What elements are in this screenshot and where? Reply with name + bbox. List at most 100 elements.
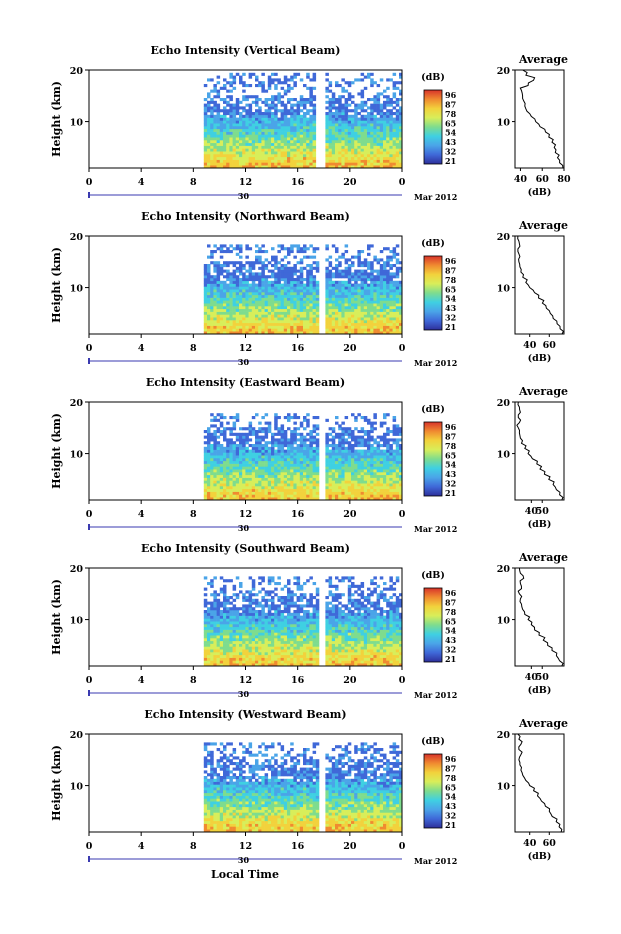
- heatmap-cell: [281, 489, 285, 492]
- heatmap-cell: [313, 441, 317, 444]
- heatmap-cell: [204, 483, 208, 486]
- heatmap-cell: [364, 298, 368, 301]
- heatmap-cell: [255, 115, 259, 118]
- heatmap-cell: [293, 309, 297, 312]
- heatmap-cell: [389, 284, 393, 287]
- heatmap-cell: [389, 475, 393, 478]
- heatmap-cell: [338, 312, 342, 315]
- heatmap-cell: [309, 328, 313, 331]
- heatmap-cell: [220, 588, 224, 591]
- heatmap-cell: [373, 461, 377, 464]
- heatmap-cell: [265, 478, 269, 481]
- heatmap-cell: [335, 295, 339, 298]
- heatmap-cell: [226, 461, 230, 464]
- heatmap-cell: [213, 309, 217, 312]
- heatmap-cell: [380, 317, 384, 320]
- heatmap-cell: [258, 281, 262, 284]
- heatmap-cell: [265, 151, 269, 154]
- heatmap-cell: [357, 143, 361, 146]
- heatmap-cell: [242, 298, 246, 301]
- heatmap-cell: [271, 247, 275, 250]
- heatmap-cell: [284, 129, 288, 132]
- heatmap-cell: [223, 112, 227, 115]
- heatmap-cell: [380, 461, 384, 464]
- heatmap-cell: [210, 627, 214, 630]
- heatmap-cell: [229, 300, 233, 303]
- heatmap-cell: [386, 157, 390, 160]
- heatmap-cell: [284, 247, 288, 250]
- heatmap-cell: [345, 486, 349, 489]
- heatmap-cell: [364, 317, 368, 320]
- heatmap-cell: [255, 312, 259, 315]
- heatmap-cell: [255, 492, 259, 495]
- heatmap-cell: [354, 106, 358, 109]
- heatmap-cell: [325, 258, 329, 261]
- heatmap-cell: [281, 258, 285, 261]
- heatmap-cell: [290, 143, 294, 146]
- heatmap-cell: [233, 492, 237, 495]
- heatmap-cell: [325, 137, 329, 140]
- heatmap-cell: [223, 87, 227, 90]
- heatmap-cell: [249, 326, 253, 329]
- heatmap-cell: [226, 444, 230, 447]
- heatmap-cell: [364, 469, 368, 472]
- heatmap-cell: [313, 483, 317, 486]
- heatmap-cell: [207, 655, 211, 658]
- x-tick-label: 12: [239, 509, 252, 520]
- heatmap-cell: [223, 655, 227, 658]
- heatmap-cell: [316, 483, 320, 486]
- heatmap-cell: [249, 270, 253, 273]
- heatmap-cell: [313, 143, 317, 146]
- heatmap-cell: [345, 123, 349, 126]
- heatmap-cell: [217, 627, 221, 630]
- heatmap-cell: [242, 95, 246, 98]
- heatmap-cell: [306, 132, 310, 135]
- heatmap-cell: [297, 483, 301, 486]
- heatmap-cell: [210, 613, 214, 616]
- heatmap-cell: [290, 134, 294, 137]
- heatmap-cell: [217, 129, 221, 132]
- heatmap-cell: [213, 464, 217, 467]
- heatmap-cell: [383, 140, 387, 143]
- heatmap-cell: [290, 78, 294, 81]
- heatmap-cell: [393, 281, 397, 284]
- heatmap-cell: [236, 295, 240, 298]
- heatmap-cell: [217, 593, 221, 596]
- heatmap-cell: [306, 120, 310, 123]
- heatmap-cell: [252, 120, 256, 123]
- heatmap-cell: [245, 286, 249, 289]
- heatmap-cell: [297, 162, 301, 165]
- heatmap-cell: [217, 275, 221, 278]
- heatmap-cell: [313, 486, 317, 489]
- heatmap-cell: [204, 126, 208, 129]
- heatmap-cell: [233, 81, 237, 84]
- heatmap-cell: [393, 328, 397, 331]
- heatmap-cell: [338, 129, 342, 132]
- heatmap-cell: [255, 284, 259, 287]
- heatmap-cell: [220, 151, 224, 154]
- heatmap-cell: [383, 480, 387, 483]
- heatmap-cell: [277, 118, 281, 121]
- heatmap-cell: [210, 101, 214, 104]
- heatmap-cell: [396, 115, 400, 118]
- heatmap-cell: [303, 317, 307, 320]
- heatmap-cell: [290, 441, 294, 444]
- heatmap-cell: [380, 264, 384, 267]
- heatmap-cell: [367, 326, 371, 329]
- heatmap-cell: [261, 264, 265, 267]
- heatmap-cell: [268, 447, 272, 450]
- heatmap-cell: [357, 300, 361, 303]
- heatmap-cell: [223, 599, 227, 602]
- heatmap-cell: [239, 78, 243, 81]
- heatmap-cell: [255, 143, 259, 146]
- heatmap-cell: [258, 267, 262, 270]
- heatmap-cell: [329, 90, 333, 93]
- heatmap-cell: [300, 422, 304, 425]
- heatmap-cell: [226, 298, 230, 301]
- heatmap-cell: [329, 120, 333, 123]
- heatmap-cell: [204, 275, 208, 278]
- heatmap-cell: [210, 160, 214, 163]
- heatmap-cell: [213, 599, 217, 602]
- heatmap-cell: [361, 286, 365, 289]
- heatmap-cell: [290, 464, 294, 467]
